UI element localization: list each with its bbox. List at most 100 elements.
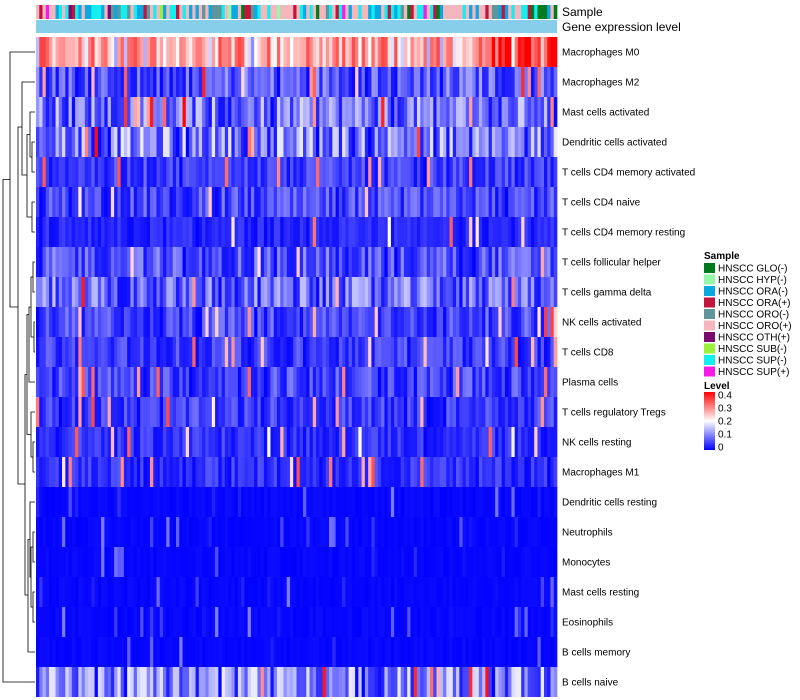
heatmap-cell (153, 577, 157, 607)
heatmap-cell (91, 487, 95, 517)
heatmap-cell (42, 457, 47, 487)
heatmap-cell (521, 67, 525, 97)
heatmap-cell (114, 247, 118, 277)
heatmap-cell (498, 187, 502, 217)
heatmap-cell (276, 487, 281, 517)
heatmap-cell (478, 187, 483, 217)
heatmap-cell (244, 337, 249, 367)
sample-cell (58, 5, 63, 19)
heatmap-cell (146, 487, 151, 517)
heatmap-cell (397, 337, 402, 367)
heatmap-cell (176, 307, 180, 337)
heatmap-cell (433, 547, 437, 577)
heatmap-cell (94, 37, 99, 67)
heatmap-cell (120, 547, 125, 577)
heatmap-cell (329, 457, 333, 487)
heatmap-cell (185, 217, 190, 247)
heatmap-cell (39, 637, 43, 667)
heatmap-cell (325, 187, 330, 217)
heatmap-cell (537, 247, 542, 277)
heatmap-cell (280, 367, 284, 397)
heatmap-cell (504, 97, 509, 127)
heatmap-cell (465, 307, 470, 337)
heatmap-cell (97, 547, 102, 577)
heatmap-cell (550, 367, 555, 397)
heatmap-cell (413, 607, 418, 637)
row-label: Mast cells resting (562, 588, 639, 599)
heatmap-cell (358, 367, 362, 397)
heatmap-cell (543, 637, 548, 667)
heatmap-cell (338, 367, 343, 397)
heatmap-cell (65, 157, 69, 187)
heatmap-cell (78, 367, 82, 397)
heatmap-cell (208, 337, 213, 367)
heatmap-cell (159, 37, 164, 67)
heatmap-cell (149, 217, 154, 247)
heatmap-cell (351, 97, 356, 127)
heatmap-cell (420, 247, 424, 277)
heatmap-cell (127, 577, 131, 607)
heatmap-cell (348, 667, 353, 697)
heatmap-cell (215, 187, 219, 217)
heatmap-cell (231, 427, 235, 457)
heatmap-cell (338, 577, 343, 607)
heatmap-cell (68, 127, 73, 157)
heatmap-cell (39, 667, 43, 697)
heatmap-cell (306, 157, 310, 187)
heatmap-cell (120, 67, 125, 97)
heatmap-cell (420, 397, 424, 427)
heatmap-cell (358, 67, 362, 97)
heatmap-cell (97, 37, 102, 67)
heatmap-cell (110, 487, 115, 517)
heatmap-cell (224, 97, 229, 127)
heatmap-cell (485, 157, 489, 187)
heatmap-cell (423, 667, 428, 697)
heatmap-cell (550, 97, 555, 127)
heatmap-cell (110, 517, 115, 547)
heatmap-cell (270, 487, 275, 517)
heatmap-cell (123, 187, 128, 217)
heatmap-cell (189, 97, 193, 127)
heatmap-cell (495, 517, 499, 547)
sample-cell (254, 5, 258, 19)
heatmap-cell (368, 67, 372, 97)
heatmap-cell (36, 247, 40, 277)
heatmap-cell (475, 307, 480, 337)
heatmap-cell (296, 547, 301, 577)
heatmap-cell (36, 667, 40, 697)
heatmap-cell (446, 607, 450, 637)
heatmap-cell (71, 367, 76, 397)
heatmap-cell (91, 157, 95, 187)
heatmap-cell (368, 637, 372, 667)
heatmap-cell (537, 307, 542, 337)
heatmap-cell (534, 607, 538, 637)
heatmap-cell (413, 367, 418, 397)
heatmap-cell (208, 667, 213, 697)
heatmap-cell (410, 457, 415, 487)
heatmap-cell (97, 667, 102, 697)
heatmap-cell (504, 67, 509, 97)
heatmap-cell (322, 487, 327, 517)
heatmap-cell (62, 637, 66, 667)
heatmap-cell (537, 37, 542, 67)
heatmap-cell (469, 457, 473, 487)
heatmap-cell (436, 517, 441, 547)
heatmap-cell (397, 547, 402, 577)
heatmap-cell (257, 187, 262, 217)
heatmap-cell (543, 127, 548, 157)
sample-cell (162, 5, 167, 19)
heatmap-cell (296, 457, 301, 487)
heatmap-cell (176, 427, 180, 457)
heatmap-cell (384, 547, 389, 577)
heatmap-cell (65, 247, 69, 277)
heatmap-cell (179, 97, 183, 127)
heatmap-cell (241, 577, 245, 607)
heatmap-cell (62, 517, 66, 547)
heatmap-cell (244, 127, 249, 157)
heatmap-cell (407, 97, 411, 127)
sample-cell (348, 5, 353, 19)
heatmap-cell (475, 157, 480, 187)
heatmap-cell (52, 187, 56, 217)
heatmap-cell (179, 637, 183, 667)
heatmap-cell (120, 217, 125, 247)
